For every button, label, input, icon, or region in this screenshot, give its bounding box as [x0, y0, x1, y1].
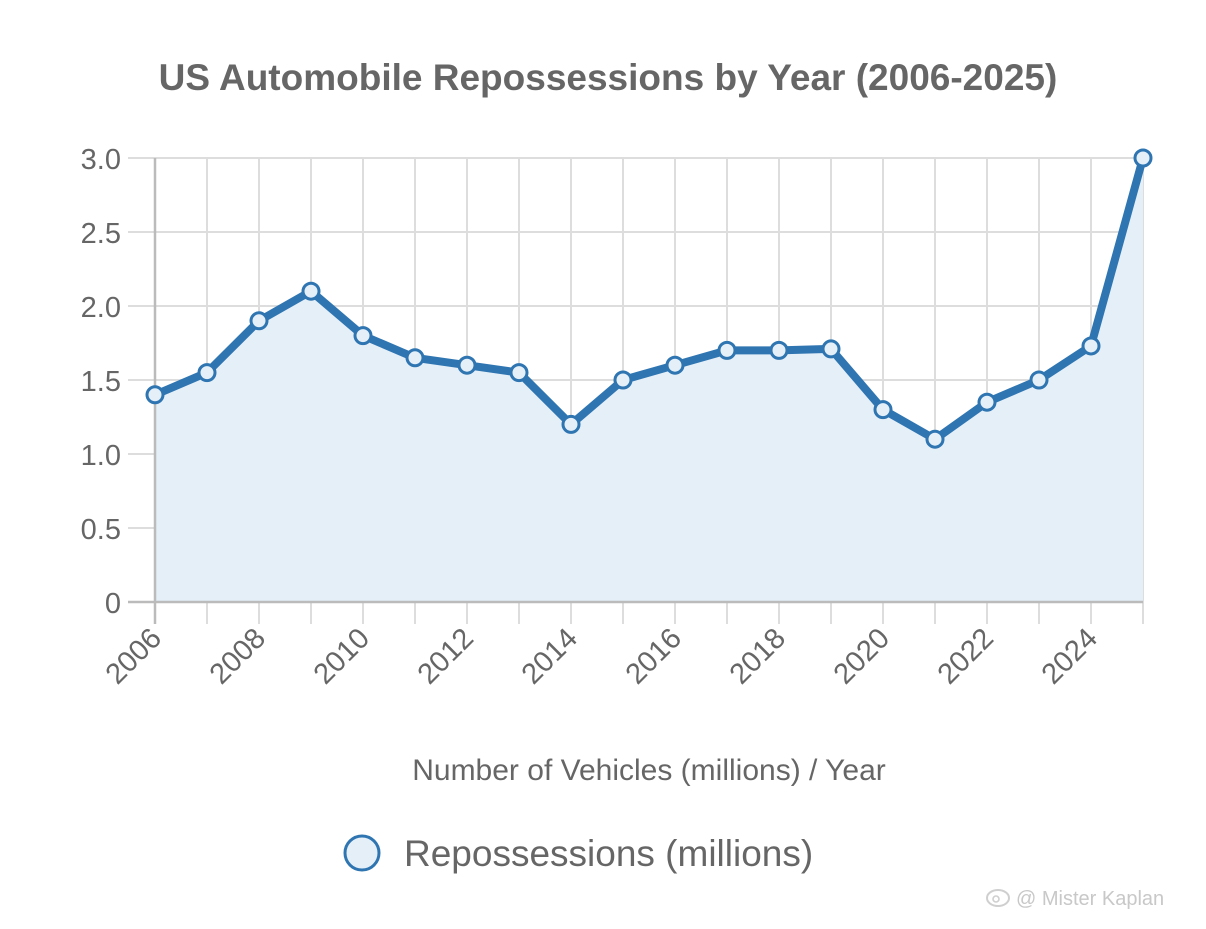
data-point[interactable]: [353, 326, 373, 346]
x-tick-label: 2020: [828, 622, 896, 690]
watermark: @ Mister Kaplan: [986, 888, 1164, 910]
x-axis-ticks: 2006 2008 2010 2012 2014 2016 2018 2020 2022 2024: [100, 622, 1104, 690]
data-point[interactable]: [509, 363, 529, 383]
y-tick-label: 2.5: [81, 218, 121, 250]
x-tick-label: 2012: [412, 622, 480, 690]
data-points: [145, 148, 1153, 449]
y-tick-label: 1.0: [81, 440, 121, 472]
legend-label: Repossessions (millions): [404, 833, 813, 874]
x-tick-label: 2014: [516, 622, 584, 690]
data-point[interactable]: [613, 370, 633, 390]
data-point[interactable]: [561, 414, 581, 434]
legend[interactable]: Repossessions (millions): [343, 833, 813, 874]
data-point[interactable]: [301, 281, 321, 301]
data-point[interactable]: [821, 339, 841, 359]
series-line: [151, 154, 1147, 444]
legend-marker: [343, 834, 381, 872]
x-tick-label: 2018: [724, 622, 792, 690]
y-tick-label: 0.5: [81, 514, 121, 546]
weibo-icon: [986, 889, 1010, 907]
data-point[interactable]: [873, 400, 893, 420]
y-tick-label: 0: [105, 588, 121, 620]
x-tick-label: 2008: [204, 622, 272, 690]
data-point[interactable]: [925, 429, 945, 449]
data-point[interactable]: [197, 363, 217, 383]
y-axis-ticks: 0 0.5 1.0 1.5 2.0 2.5 3.0: [81, 144, 121, 620]
watermark-text: @ Mister Kaplan: [1016, 888, 1164, 910]
series-line-layer: [151, 154, 1147, 444]
y-tick-label: 2.0: [81, 292, 121, 324]
y-tick-label: 1.5: [81, 366, 121, 398]
y-tick-label: 3.0: [81, 144, 121, 176]
x-tick-label: 2010: [308, 622, 376, 690]
data-point[interactable]: [145, 385, 165, 405]
chart-title: US Automobile Repossessions by Year (200…: [159, 57, 1058, 98]
series-area-fill: [155, 158, 1143, 602]
data-point[interactable]: [977, 392, 997, 412]
data-point[interactable]: [1133, 148, 1153, 168]
data-point[interactable]: [1081, 336, 1101, 356]
x-axis-label: Number of Vehicles (millions) / Year: [412, 754, 886, 787]
data-point[interactable]: [405, 348, 425, 368]
x-tick-label: 2022: [932, 622, 1000, 690]
data-point[interactable]: [1029, 370, 1049, 390]
data-point[interactable]: [769, 340, 789, 360]
data-point[interactable]: [717, 340, 737, 360]
data-point[interactable]: [457, 355, 477, 375]
x-tick-label: 2024: [1036, 622, 1104, 690]
area-fill-layer: [155, 158, 1143, 602]
data-point[interactable]: [249, 311, 269, 331]
x-tick-label: 2006: [100, 622, 168, 690]
x-tick-label: 2016: [620, 622, 688, 690]
data-point[interactable]: [665, 355, 685, 375]
